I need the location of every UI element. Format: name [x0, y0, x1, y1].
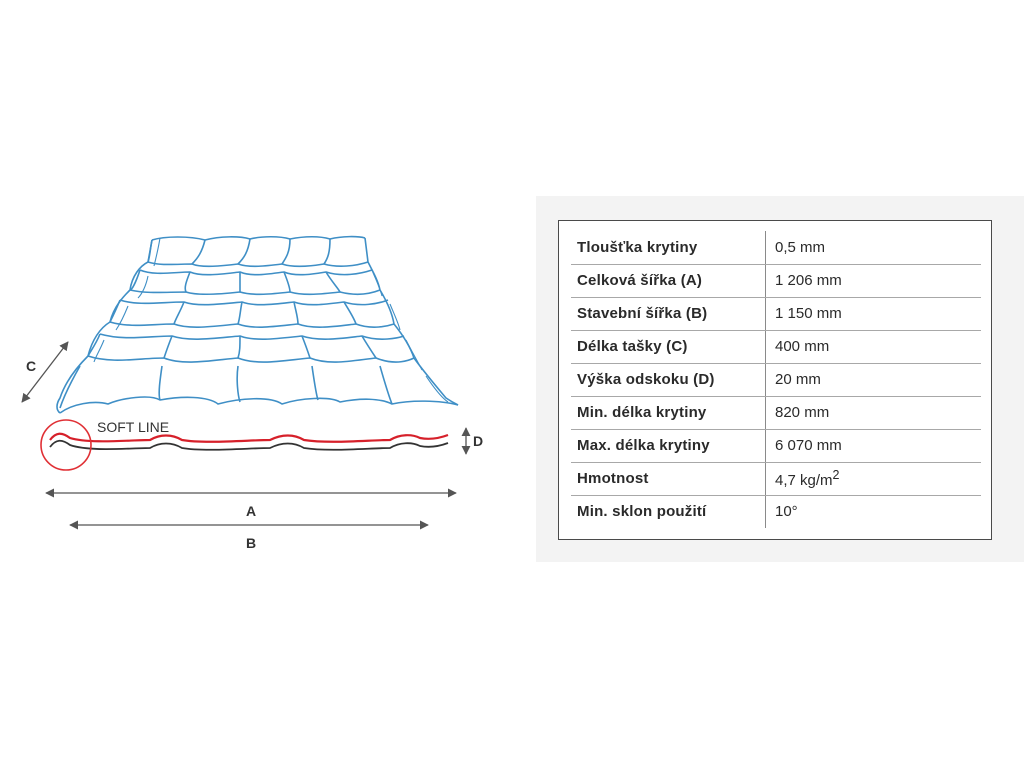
spec-label: Min. délka krytiny — [571, 396, 766, 430]
rib-inner-1 — [93, 237, 161, 363]
roof-sheet — [56, 235, 459, 414]
table-row: Stavební šířka (B) 1 150 mm — [571, 297, 981, 331]
sheet-top-edge — [151, 235, 366, 241]
table-row: Celková šířka (A) 1 206 mm — [571, 264, 981, 298]
tile-step-3b — [99, 333, 405, 340]
dimension-a: A — [45, 488, 457, 519]
rib-5 — [323, 238, 393, 405]
rib-4 — [281, 238, 319, 401]
spec-label: Min. sklon použití — [571, 495, 766, 528]
dimension-b: B — [69, 520, 429, 551]
sheet-bottom-edge — [59, 396, 459, 414]
dimension-c-label: C — [26, 358, 36, 374]
spec-table-frame: Tloušťka krytiny 0,5 mm Celková šířka (A… — [558, 220, 992, 540]
spec-label: Tloušťka krytiny — [571, 231, 766, 265]
spec-value-superscript: 2 — [832, 468, 840, 482]
rib-2 — [158, 239, 206, 401]
spec-value: 1 206 mm — [765, 264, 981, 298]
spec-value: 820 mm — [765, 396, 981, 430]
spec-value: 6 070 mm — [765, 429, 981, 463]
table-row: Min. sklon použití 10° — [571, 495, 981, 528]
dimension-b-label: B — [246, 535, 256, 551]
spec-value: 4,7 kg/m2 — [765, 462, 981, 496]
spec-value-text: 4,7 kg/m — [775, 472, 833, 489]
spec-value: 10° — [775, 503, 798, 521]
table-row: Délka tašky (C) 400 mm — [571, 330, 981, 364]
dimension-c: C — [21, 341, 69, 403]
sheet-right-edge — [364, 237, 459, 406]
spec-label: Celková šířka (A) — [571, 264, 766, 298]
spec-value: 400 mm — [765, 330, 981, 364]
spec-value: 20 mm — [765, 363, 981, 397]
dimension-d: D — [461, 427, 483, 455]
profile-top-red — [49, 432, 449, 443]
profile-section: SOFT LINE — [40, 419, 449, 471]
spec-label: Výška odskoku (D) — [571, 363, 766, 397]
profile-highlight-circle — [40, 419, 92, 471]
profile-name-label: SOFT LINE — [97, 419, 169, 435]
sheet-left-edge — [56, 239, 153, 414]
table-row: Max. délka krytiny 6 070 mm — [571, 429, 981, 463]
spec-label: Hmotnost — [571, 462, 766, 496]
dimension-a-label: A — [246, 503, 256, 519]
table-row: Výška odskoku (D) 20 mm — [571, 363, 981, 397]
table-row: Tloušťka krytiny 0,5 mm — [571, 231, 981, 265]
rib-1 — [59, 239, 153, 409]
table-row: Min. délka krytiny 820 mm — [571, 396, 981, 430]
spec-label: Délka tašky (C) — [571, 330, 766, 364]
spec-label: Stavební šířka (B) — [571, 297, 766, 331]
tile-step-1 — [147, 261, 369, 268]
roof-tile-diagram: SOFT LINE C D A B — [21, 235, 483, 551]
spec-label: Max. délka krytiny — [571, 429, 766, 463]
spec-value: 0,5 mm — [765, 231, 981, 265]
spec-table: Tloušťka krytiny 0,5 mm Celková šířka (A… — [571, 231, 981, 528]
tile-step-4 — [87, 355, 415, 363]
rib-3 — [236, 238, 251, 403]
dimension-c-arrow — [21, 341, 69, 403]
profile-bottom-gray — [49, 439, 449, 451]
tile-step-2b — [119, 299, 389, 306]
tile-step-2 — [129, 289, 381, 296]
rib-inner-2 — [371, 269, 449, 403]
table-row: Hmotnost 4,7 kg/m2 — [571, 462, 981, 496]
spec-value: 1 150 mm — [765, 297, 981, 331]
tile-step-1b — [139, 269, 373, 276]
dimension-d-label: D — [473, 433, 483, 449]
spec-panel: Tloušťka krytiny 0,5 mm Celková šířka (A… — [536, 196, 1024, 562]
tile-step-3 — [109, 321, 395, 328]
